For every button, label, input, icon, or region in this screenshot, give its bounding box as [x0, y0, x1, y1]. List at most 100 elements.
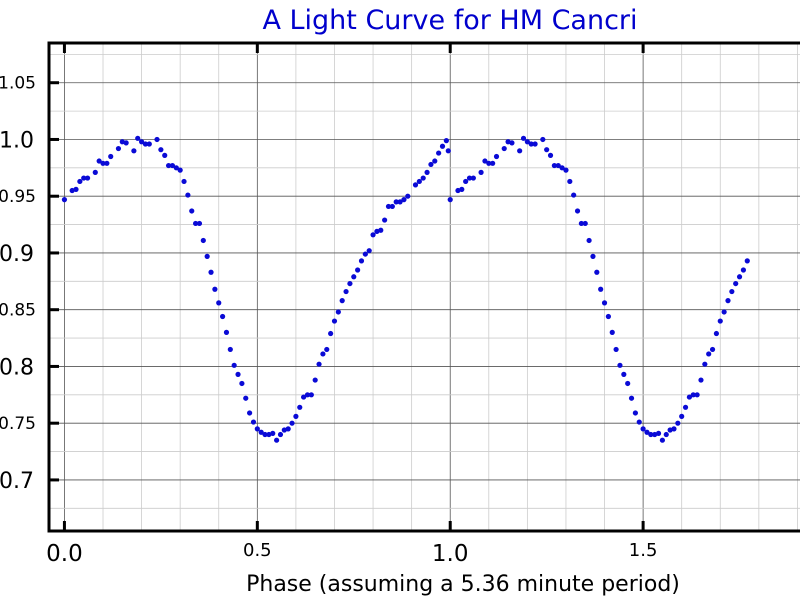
data-point [146, 141, 152, 147]
data-point [355, 267, 361, 273]
y-tick-label: 0.8 [0, 355, 34, 380]
data-point [397, 199, 403, 205]
data-point [436, 150, 442, 156]
data-point [212, 286, 218, 292]
data-point [445, 148, 451, 154]
data-point [547, 152, 554, 158]
data-point [235, 371, 241, 377]
data-point [73, 186, 79, 192]
data-point [389, 203, 395, 210]
data-point [81, 175, 87, 181]
data-point [192, 220, 199, 227]
data-point [131, 148, 137, 154]
data-point [285, 426, 291, 432]
data-point [177, 167, 183, 173]
data-points [61, 135, 750, 443]
x-tick-label: 1.0 [432, 541, 469, 567]
data-point [320, 351, 326, 357]
data-point [208, 269, 214, 275]
data-point [628, 395, 635, 401]
data-point [463, 178, 469, 185]
data-point [412, 182, 419, 188]
data-point [563, 167, 569, 173]
data-point [312, 377, 318, 383]
data-point [154, 136, 160, 143]
data-point [686, 394, 693, 400]
data-point [169, 162, 176, 169]
data-point [262, 431, 268, 438]
data-point [258, 429, 264, 435]
data-point [393, 199, 399, 205]
data-point [247, 410, 253, 416]
data-point [694, 392, 700, 398]
tick-marks [49, 43, 645, 531]
chart-title: A Light Curve for HM Cancri [262, 5, 637, 36]
data-point [358, 258, 365, 264]
data-point [204, 253, 210, 259]
data-point [189, 208, 195, 214]
data-point [347, 280, 353, 287]
data-point [108, 153, 114, 160]
data-point [439, 143, 446, 149]
data-point [316, 361, 322, 367]
data-point [655, 430, 662, 436]
data-point [77, 178, 83, 185]
data-point [709, 346, 716, 353]
plot-frame [47, 41, 800, 533]
data-point [328, 330, 334, 337]
data-point [289, 420, 295, 426]
data-point [138, 139, 145, 145]
data-point [551, 162, 557, 169]
data-point [486, 160, 492, 166]
data-point [227, 346, 233, 353]
data-point [613, 346, 619, 353]
data-point [594, 269, 600, 275]
data-point [173, 165, 179, 171]
data-point [571, 192, 577, 198]
data-point [308, 392, 314, 398]
data-point [663, 431, 669, 438]
data-point [733, 280, 739, 287]
data-point [104, 160, 110, 166]
data-point [158, 147, 164, 153]
y-tick-labels: 0.7 0.75 0.8 0.85 0.9 0.95 1.0 1.05 [0, 74, 36, 494]
data-point [443, 138, 449, 144]
data-point [123, 140, 129, 146]
data-point [706, 351, 712, 357]
data-point [196, 220, 203, 227]
data-point [405, 193, 411, 199]
data-point [243, 395, 249, 401]
data-point [100, 160, 106, 166]
data-point [61, 197, 68, 203]
data-point [382, 217, 388, 223]
data-point [509, 140, 515, 146]
x-tick-label: 0.0 [46, 541, 83, 567]
data-point [544, 147, 550, 153]
data-point [351, 274, 357, 280]
data-point [96, 158, 102, 164]
data-point [135, 135, 141, 141]
data-point [366, 248, 372, 254]
data-point [293, 413, 299, 419]
data-point [605, 313, 611, 320]
data-point [682, 404, 689, 410]
data-point [343, 288, 349, 295]
data-point [636, 419, 642, 425]
data-point [385, 203, 392, 210]
y-tick-label: 1.05 [0, 74, 36, 94]
data-point [223, 329, 230, 335]
y-tick-label: 0.75 [0, 414, 36, 434]
data-point [729, 288, 735, 295]
data-point [675, 420, 681, 426]
data-point [181, 178, 187, 185]
data-point [632, 410, 638, 416]
data-point [378, 227, 384, 233]
data-point [582, 220, 588, 227]
data-point [671, 426, 677, 432]
x-tick-label: 1.5 [629, 540, 658, 561]
data-point [428, 161, 434, 168]
data-point [165, 162, 172, 169]
data-point [401, 197, 407, 203]
data-point [331, 318, 338, 324]
